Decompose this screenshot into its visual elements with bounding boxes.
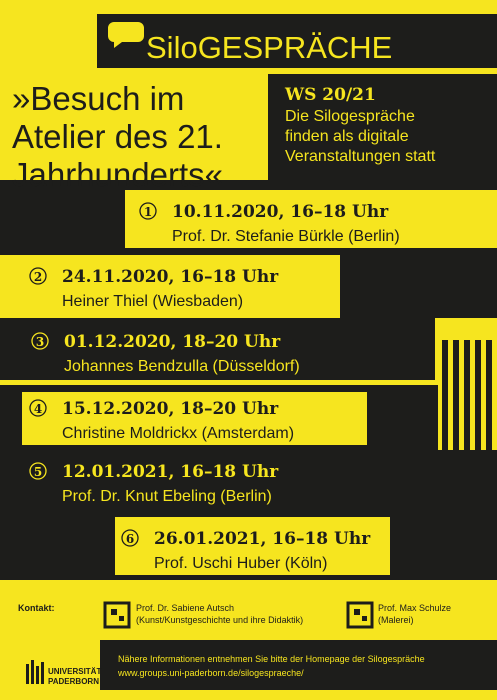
event-number: 4 [34, 402, 42, 416]
number-circle [121, 529, 139, 547]
info-line: Die Silogespräche [285, 108, 415, 125]
footer-line: Nähere Informationen entnehmen Sie bitte… [118, 654, 425, 664]
event-box [115, 517, 390, 575]
header-title: SiloGESPRÄCHE [146, 30, 392, 65]
intro-title: Atelier des 21. [12, 118, 223, 155]
event-date: 01.12.2020, 18–20 Uhr [64, 332, 281, 352]
number-circle [29, 399, 47, 417]
header-band [97, 14, 497, 68]
qr-code [103, 601, 374, 629]
event-date: 15.12.2020, 18–20 Uhr [62, 399, 279, 419]
event-number: 6 [126, 532, 134, 546]
logo-text: UNIVERSITÄT [48, 667, 101, 676]
event-number: 3 [36, 335, 44, 349]
event-speaker: Christine Moldrickx (Amsterdam) [62, 425, 294, 442]
contact-detail: (Kunst/Kunstgeschichte und ihre Didaktik… [136, 615, 303, 625]
number-circle [31, 332, 49, 350]
intro-title: »Besuch im [12, 80, 184, 117]
info-box [268, 74, 497, 180]
semester: WS 20/21 [284, 85, 376, 105]
event-speaker: Johannes Bendzulla (Düsseldorf) [64, 358, 300, 375]
event-number: 2 [34, 270, 42, 284]
speech-icon [108, 22, 144, 48]
event-box [22, 392, 367, 445]
event-number: 5 [34, 465, 42, 479]
intro-title: Jahrhunderts« [12, 156, 223, 193]
stripes [442, 340, 492, 450]
band [0, 318, 435, 380]
info-line: Veranstaltungen statt [285, 148, 436, 165]
number-circle [29, 267, 47, 285]
logo-text: PADERBORN [48, 677, 99, 686]
number-circle [29, 462, 47, 480]
contacts-label: Kontakt: [18, 603, 55, 613]
event-date: 10.11.2020, 16–18 Uhr [172, 202, 389, 222]
event-speaker: Prof. Uschi Huber (Köln) [154, 555, 327, 572]
number-circle [139, 202, 157, 220]
event-date: 26.01.2021, 16–18 Uhr [154, 529, 371, 549]
band [340, 255, 497, 318]
contact-name: Prof. Max Schulze [378, 603, 451, 613]
event-speaker: Heiner Thiel (Wiesbaden) [62, 293, 243, 310]
event-speaker: Prof. Dr. Stefanie Bürkle (Berlin) [172, 228, 400, 245]
event-number: 1 [144, 205, 152, 219]
contact-name: Prof. Dr. Sabiene Autsch [136, 603, 234, 613]
event-date: 24.11.2020, 16–18 Uhr [62, 267, 279, 287]
event-box [125, 190, 497, 248]
event-speaker: Prof. Dr. Knut Ebeling (Berlin) [62, 488, 272, 505]
footer-band [100, 640, 497, 690]
info-line: finden als digitale [285, 128, 409, 145]
logo-icon [26, 660, 44, 684]
event-date: 12.01.2021, 16–18 Uhr [62, 462, 279, 482]
contact-detail: (Malerei) [378, 615, 414, 625]
footer-line: www.groups.uni-paderborn.de/silogespraec… [117, 668, 304, 678]
